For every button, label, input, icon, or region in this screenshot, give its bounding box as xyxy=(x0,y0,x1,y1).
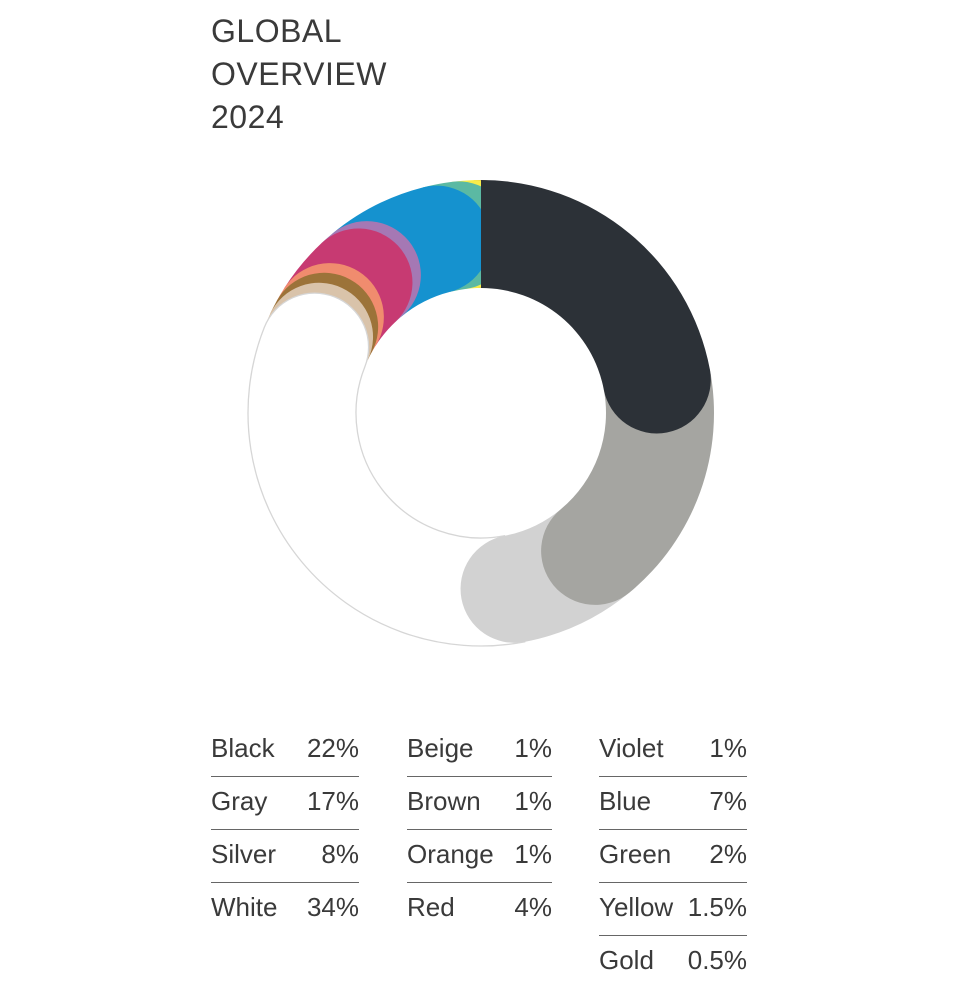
chart-title-line-1: GLOBAL xyxy=(211,13,343,49)
legend-item-red: Red 4% xyxy=(407,884,552,936)
chart-title: GLOBAL OVERVIEW 2024 xyxy=(211,10,387,139)
legend-value: 1.5% xyxy=(687,892,747,922)
legend-value: 7% xyxy=(709,786,747,816)
legend-item-brown: Brown 1% xyxy=(407,778,552,830)
legend-item-black: Black 22% xyxy=(211,725,359,777)
legend-column-3: Violet 1% Blue 7% Green 2% Yellow 1.5% G… xyxy=(599,725,747,990)
legend-value: 1% xyxy=(514,786,552,816)
legend-column-2: Beige 1% Brown 1% Orange 1% Red 4% xyxy=(407,725,552,937)
legend-label: Gold xyxy=(599,945,654,975)
legend-item-orange: Orange 1% xyxy=(407,831,552,883)
legend-label: Brown xyxy=(407,786,481,816)
legend-label: Orange xyxy=(407,839,494,869)
chart-title-line-2: OVERVIEW xyxy=(211,56,387,92)
legend-label: Black xyxy=(211,733,275,763)
donut-slice-black xyxy=(481,180,711,434)
legend-value: 1% xyxy=(709,733,747,763)
legend-item-silver: Silver 8% xyxy=(211,831,359,883)
legend-label: White xyxy=(211,892,278,922)
legend-item-blue: Blue 7% xyxy=(599,778,747,830)
legend-value: 4% xyxy=(514,892,552,922)
donut-slice-white xyxy=(247,292,526,647)
legend-label: Gray xyxy=(211,786,268,816)
legend-label: Green xyxy=(599,839,672,869)
legend-item-beige: Beige 1% xyxy=(407,725,552,777)
legend-label: Beige xyxy=(407,733,474,763)
legend-value: 0.5% xyxy=(687,945,747,975)
legend-value: 2% xyxy=(709,839,747,869)
legend-label: Silver xyxy=(211,839,277,869)
legend-value: 17% xyxy=(306,786,359,816)
legend-item-violet: Violet 1% xyxy=(599,725,747,777)
legend-label: Yellow xyxy=(599,892,674,922)
legend-value: 8% xyxy=(321,839,359,869)
legend-column-1: Black 22% Gray 17% Silver 8% White 34% xyxy=(211,725,359,937)
chart-title-line-3: 2024 xyxy=(211,99,285,135)
legend-item-green: Green 2% xyxy=(599,831,747,883)
legend-item-gold: Gold 0.5% xyxy=(599,937,747,989)
legend-label: Red xyxy=(407,892,455,922)
legend-item-gray: Gray 17% xyxy=(211,778,359,830)
legend-value: 34% xyxy=(306,892,359,922)
legend-item-yellow: Yellow 1.5% xyxy=(599,884,747,936)
legend-value: 22% xyxy=(306,733,359,763)
legend-item-white: White 34% xyxy=(211,884,359,936)
legend-label: Violet xyxy=(599,733,664,763)
legend-value: 1% xyxy=(514,733,552,763)
legend-value: 1% xyxy=(514,839,552,869)
legend-label: Blue xyxy=(599,786,652,816)
